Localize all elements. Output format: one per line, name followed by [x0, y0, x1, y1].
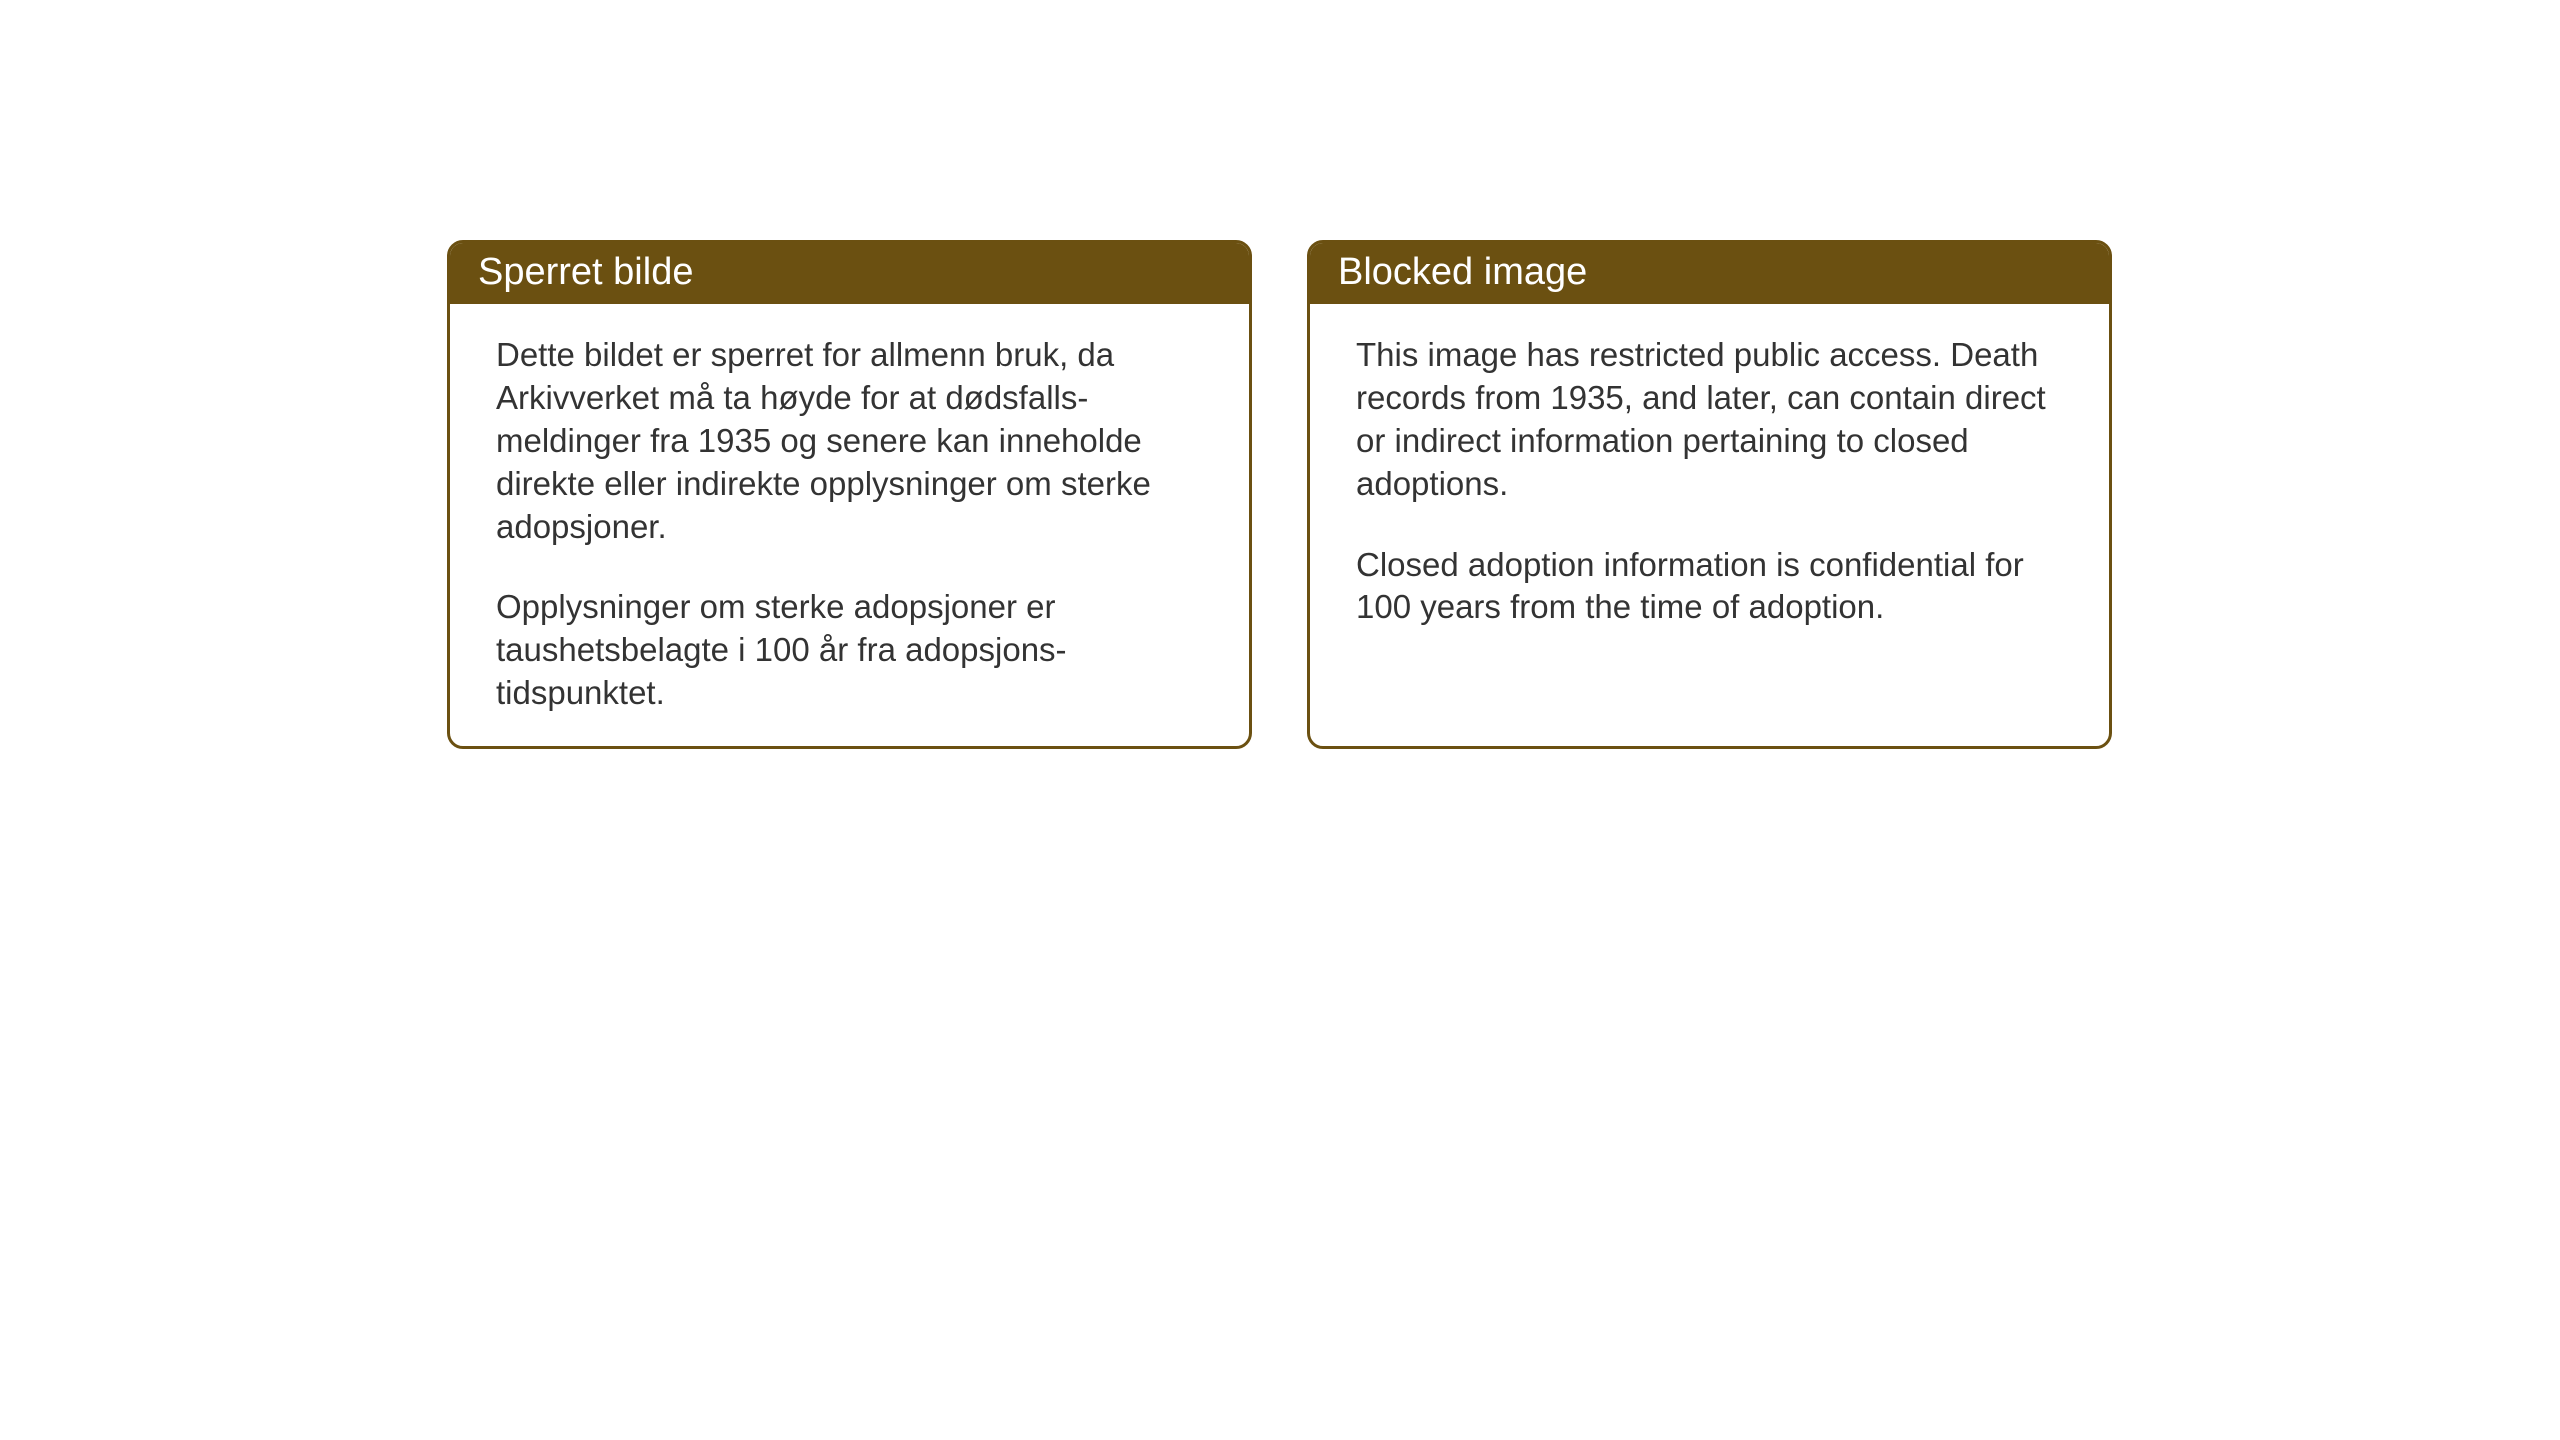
notice-card-norwegian: Sperret bilde Dette bildet er sperret fo… — [447, 240, 1252, 749]
notice-body-norwegian: Dette bildet er sperret for allmenn bruk… — [450, 304, 1249, 745]
notice-paragraph-1-norwegian: Dette bildet er sperret for allmenn bruk… — [496, 334, 1209, 548]
notice-paragraph-2-english: Closed adoption information is confident… — [1356, 544, 2069, 630]
notice-container: Sperret bilde Dette bildet er sperret fo… — [0, 0, 2560, 749]
notice-header-norwegian: Sperret bilde — [450, 243, 1249, 304]
notice-header-english: Blocked image — [1310, 243, 2109, 304]
notice-card-english: Blocked image This image has restricted … — [1307, 240, 2112, 749]
notice-paragraph-2-norwegian: Opplysninger om sterke adopsjoner er tau… — [496, 586, 1209, 715]
notice-body-english: This image has restricted public access.… — [1310, 304, 2109, 659]
notice-paragraph-1-english: This image has restricted public access.… — [1356, 334, 2069, 506]
